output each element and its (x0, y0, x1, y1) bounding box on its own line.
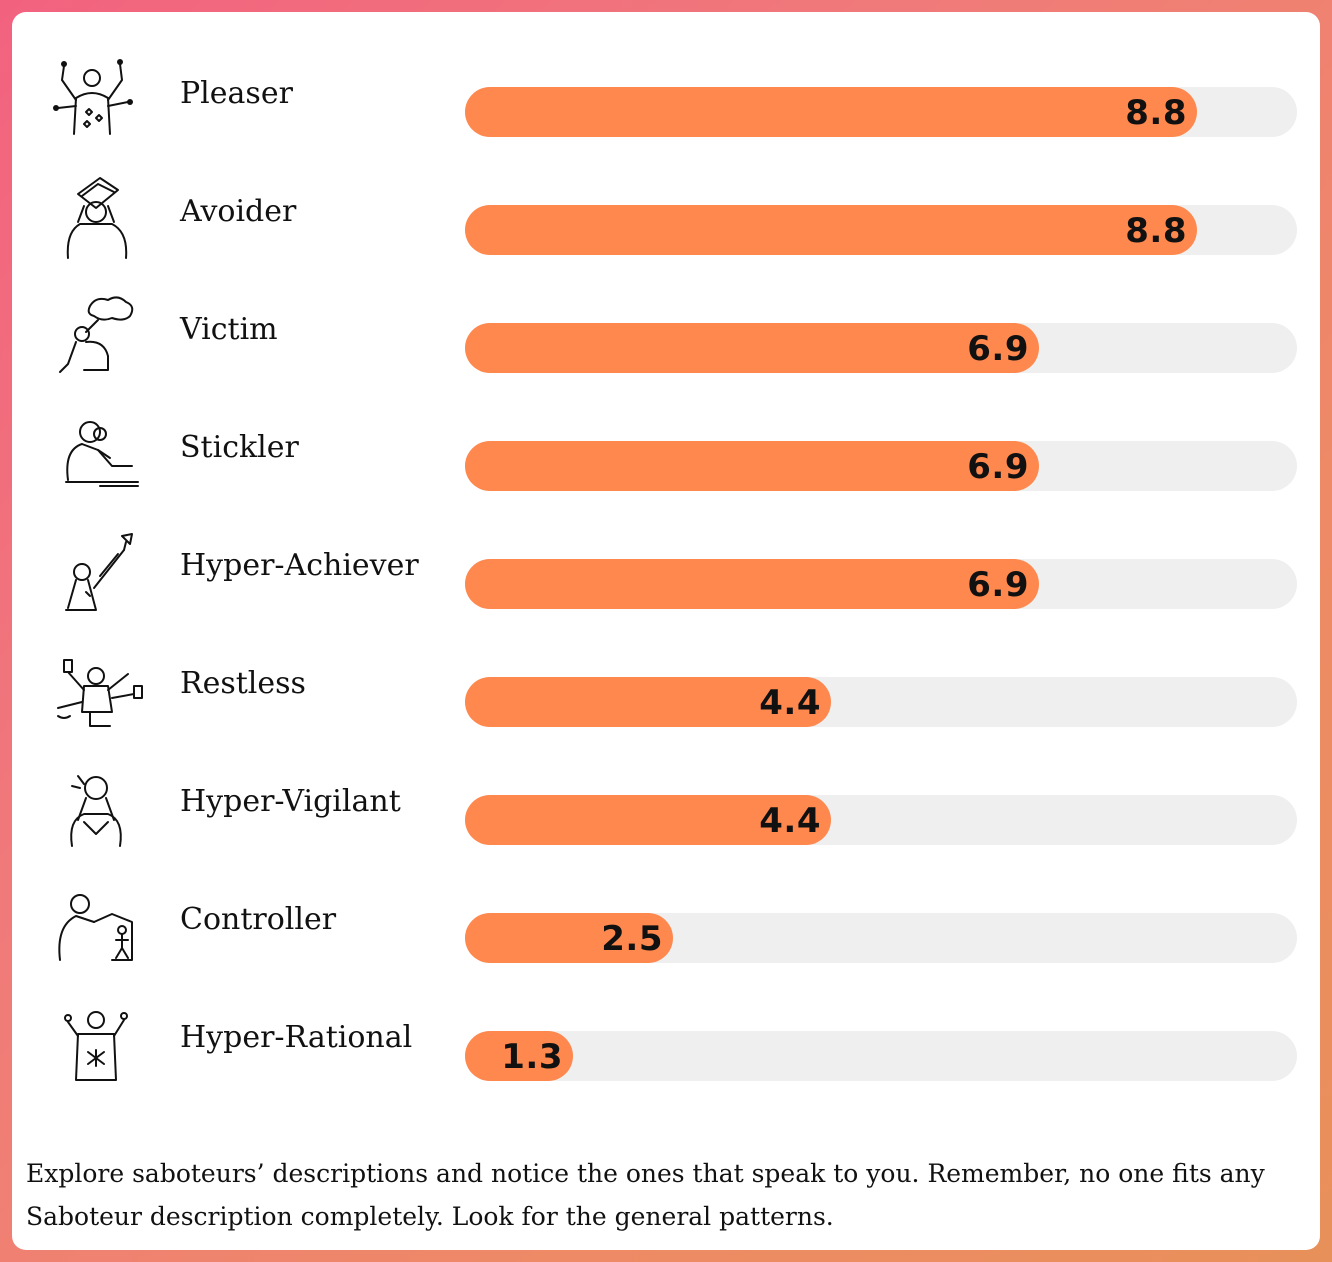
bar-value-label: 6.9 (967, 565, 1029, 605)
avoider-icon (38, 174, 148, 260)
saboteur-row: Stickler 6.9 (12, 410, 1320, 528)
bar-track: 8.8 (465, 205, 1297, 255)
bar: 4.4 (465, 795, 831, 845)
bar-track: 6.9 (465, 441, 1297, 491)
bar: 8.8 (465, 87, 1197, 137)
restless-icon (38, 646, 148, 732)
hyper-rational-icon (38, 1000, 148, 1086)
bar-value-label: 1.3 (501, 1037, 563, 1077)
hyper-achiever-icon (38, 528, 148, 614)
saboteur-row: Victim 6.9 (12, 292, 1320, 410)
saboteur-row: Hyper-Achiever 6.9 (12, 528, 1320, 646)
stickler-icon (38, 410, 148, 496)
footer-note: Explore saboteurs’ descriptions and noti… (26, 1159, 1265, 1231)
saboteur-label: Stickler (180, 430, 299, 465)
saboteur-label: Victim (180, 312, 278, 347)
saboteur-label: Avoider (180, 194, 297, 229)
bar-value-label: 6.9 (967, 329, 1029, 369)
victim-icon (38, 292, 148, 378)
saboteur-label: Controller (180, 902, 337, 937)
saboteur-row: Controller 2.5 (12, 882, 1320, 1000)
bar-track: 1.3 (465, 1031, 1297, 1081)
saboteur-row: Pleaser 8.8 (12, 56, 1320, 174)
saboteur-row: Avoider 8.8 (12, 174, 1320, 292)
bar-track: 4.4 (465, 677, 1297, 727)
bar: 1.3 (465, 1031, 573, 1081)
controller-icon (38, 882, 148, 968)
bar: 4.4 (465, 677, 831, 727)
saboteur-row: Restless 4.4 (12, 646, 1320, 764)
bar-value-label: 2.5 (601, 919, 663, 959)
bar-value-label: 8.8 (1125, 93, 1187, 133)
bar-track: 6.9 (465, 323, 1297, 373)
pleaser-icon (38, 56, 148, 142)
bar-value-label: 8.8 (1125, 211, 1187, 251)
bar-track: 6.9 (465, 559, 1297, 609)
bar-track: 4.4 (465, 795, 1297, 845)
saboteur-label: Hyper-Achiever (180, 548, 419, 583)
saboteur-label: Hyper-Vigilant (180, 784, 401, 819)
saboteur-scores-card: Pleaser 8.8 Avoider 8.8 Victim 6.9 Stickler… (12, 12, 1320, 1250)
bar-value-label: 6.9 (967, 447, 1029, 487)
saboteur-label: Restless (180, 666, 306, 701)
bar: 6.9 (465, 441, 1039, 491)
bar: 2.5 (465, 913, 673, 963)
bar-value-label: 4.4 (759, 801, 821, 841)
saboteur-row: Hyper-Rational 1.3 (12, 1000, 1320, 1118)
bar-track: 2.5 (465, 913, 1297, 963)
bar-track: 8.8 (465, 87, 1297, 137)
bar-value-label: 4.4 (759, 683, 821, 723)
hyper-vigilant-icon (38, 764, 148, 850)
saboteur-label: Hyper-Rational (180, 1020, 413, 1055)
saboteur-label: Pleaser (180, 76, 293, 111)
bar: 8.8 (465, 205, 1197, 255)
saboteur-row: Hyper-Vigilant 4.4 (12, 764, 1320, 882)
bar: 6.9 (465, 323, 1039, 373)
bar: 6.9 (465, 559, 1039, 609)
